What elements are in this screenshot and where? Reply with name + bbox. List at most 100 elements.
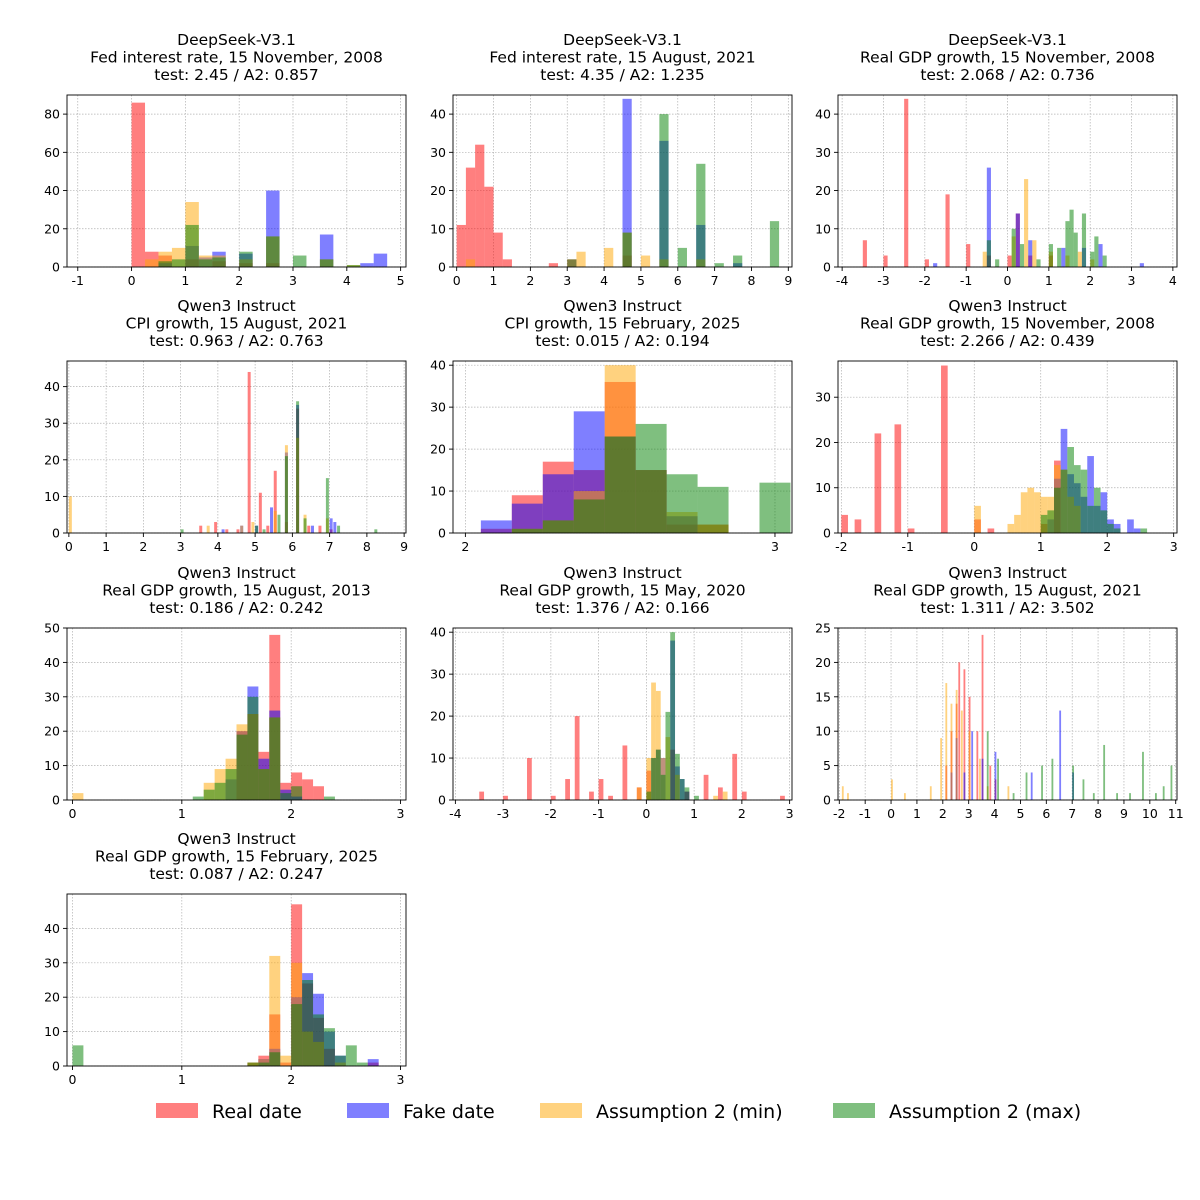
histogram-bar bbox=[302, 779, 314, 800]
histogram-bar bbox=[1020, 492, 1028, 533]
y-tick-label: 20 bbox=[815, 655, 831, 670]
histogram-bar bbox=[646, 758, 652, 800]
x-tick-label: 1 bbox=[102, 539, 110, 554]
subplot-title-line: test: 4.35 / A2: 1.235 bbox=[540, 66, 705, 84]
legend-label-real-date: Real date bbox=[212, 1101, 302, 1123]
histogram-bar bbox=[296, 401, 300, 533]
histogram-bar bbox=[1019, 244, 1025, 267]
y-tick-label: 40 bbox=[815, 107, 831, 122]
histogram-bar bbox=[502, 259, 512, 267]
histogram-bar bbox=[1127, 519, 1134, 533]
histogram-bar bbox=[145, 259, 159, 267]
histogram-bar bbox=[313, 1014, 324, 1066]
histogram-bar bbox=[1059, 710, 1062, 800]
histogram-bar bbox=[345, 1045, 357, 1066]
histogram-bar bbox=[258, 769, 270, 800]
x-tick-label: 6 bbox=[1042, 806, 1050, 821]
histogram-bar bbox=[1073, 232, 1078, 267]
x-tick-label: 1 bbox=[178, 806, 186, 821]
plot-frame bbox=[452, 627, 793, 801]
histogram-bar bbox=[1061, 247, 1066, 267]
gridlines bbox=[67, 361, 406, 534]
histogram-bar bbox=[542, 520, 574, 533]
x-tick-label: 1 bbox=[181, 273, 189, 288]
series-assumption-2-max- bbox=[192, 696, 335, 800]
x-tick-label: -2 bbox=[835, 539, 847, 554]
histogram-bar bbox=[302, 980, 314, 1066]
series-real-date bbox=[131, 102, 280, 268]
y-tick-label: 30 bbox=[44, 416, 60, 431]
x-tick-label: -2 bbox=[833, 806, 845, 821]
subplot-title-line: Real GDP growth, 15 February, 2025 bbox=[95, 848, 378, 866]
x-tick-label: -2 bbox=[545, 806, 557, 821]
series-assumption-2-min- bbox=[841, 683, 1010, 800]
y-tick-label: 0 bbox=[52, 1059, 60, 1074]
x-tick-label: 3 bbox=[1170, 539, 1178, 554]
histogram-bar bbox=[717, 787, 723, 800]
histogram-bar bbox=[640, 255, 651, 267]
histogram-bar bbox=[323, 796, 335, 800]
histogram-bar bbox=[955, 689, 958, 800]
histogram-bar bbox=[651, 682, 656, 800]
subplot-title-line: Real GDP growth, 15 November, 2008 bbox=[860, 49, 1155, 67]
x-tick-label: 1 bbox=[178, 1072, 186, 1087]
plot-frame bbox=[66, 627, 407, 801]
histogram-bar bbox=[589, 791, 594, 800]
y-tick-label: 20 bbox=[44, 452, 60, 467]
y-tick-label: 30 bbox=[44, 689, 60, 704]
series-real-date bbox=[199, 371, 333, 533]
x-tick-label: 3 bbox=[771, 539, 779, 554]
x-tick-label: 4 bbox=[991, 806, 999, 821]
histogram-bar bbox=[1155, 793, 1157, 800]
legend-label-assumption-2-min: Assumption 2 (min) bbox=[596, 1101, 783, 1123]
histogram-bar bbox=[780, 795, 785, 800]
histogram-bar bbox=[622, 745, 628, 800]
histogram-bar bbox=[565, 779, 570, 800]
histogram-bar bbox=[214, 522, 218, 533]
y-tick-label: 20 bbox=[430, 709, 446, 724]
histogram-bar bbox=[1060, 469, 1068, 533]
gridlines bbox=[67, 95, 406, 268]
histogram-bar bbox=[225, 529, 229, 533]
histogram-bar bbox=[1102, 255, 1107, 267]
histogram-bar bbox=[697, 486, 729, 533]
histogram-bar bbox=[329, 518, 333, 533]
histogram-bar bbox=[995, 259, 1000, 267]
histogram-bar bbox=[337, 525, 341, 533]
series-assumption-2-max- bbox=[986, 731, 1173, 800]
x-tick-label: 1 bbox=[490, 273, 498, 288]
y-tick-label: 20 bbox=[815, 435, 831, 450]
histogram-bar bbox=[319, 259, 334, 267]
y-tick-label: 60 bbox=[44, 145, 60, 160]
subplot-title-line: DeepSeek-V3.1 bbox=[177, 31, 296, 49]
histogram-bar bbox=[759, 482, 791, 533]
x-tick-label: 4 bbox=[600, 273, 608, 288]
histogram-bar bbox=[1093, 487, 1101, 533]
histogram-bar bbox=[567, 259, 577, 267]
subplot-title-line: Real GDP growth, 15 November, 2008 bbox=[860, 315, 1155, 333]
x-tick-label: 2 bbox=[1086, 273, 1094, 288]
histogram-bar bbox=[903, 793, 906, 800]
y-tick-label: 10 bbox=[815, 480, 831, 495]
x-tick-label: -1 bbox=[960, 273, 972, 288]
histogram-bar bbox=[1028, 240, 1033, 267]
gridlines bbox=[838, 627, 1177, 801]
x-tick-label: 3 bbox=[1128, 273, 1136, 288]
histogram-bar bbox=[986, 167, 991, 267]
series-fake-date bbox=[221, 404, 337, 533]
subplot-title-line: CPI growth, 15 February, 2025 bbox=[504, 315, 740, 333]
histogram-bar bbox=[180, 529, 184, 533]
histogram-bar bbox=[958, 662, 961, 800]
histogram-bar bbox=[655, 749, 661, 800]
subplot-title-line: Qwen3 Instruct bbox=[948, 297, 1066, 315]
legend-label-assumption-2-max: Assumption 2 (max) bbox=[889, 1101, 1081, 1123]
histogram-bar bbox=[367, 1059, 379, 1066]
histogram-bar bbox=[971, 731, 974, 800]
histogram-bar bbox=[72, 793, 84, 800]
histogram-bar bbox=[963, 772, 966, 800]
series-real-date bbox=[945, 634, 997, 800]
x-tick-label: 3 bbox=[397, 1072, 405, 1087]
